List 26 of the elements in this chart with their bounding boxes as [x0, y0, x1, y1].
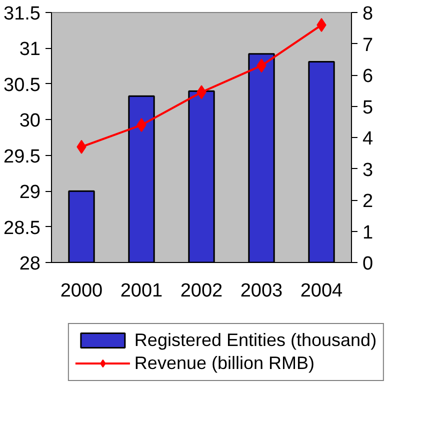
y-tick-label: 31.5 — [4, 4, 41, 24]
legend-label: Revenue (billion RMB) — [134, 352, 315, 374]
x-tick-label: 2000 — [60, 280, 103, 302]
y-tick-label: 31 — [19, 39, 41, 60]
y2-tick-label: 8 — [362, 4, 374, 24]
y-tick-label: 29.5 — [4, 146, 41, 168]
point — [136, 118, 146, 132]
y2-tick-label: 6 — [362, 66, 374, 87]
legend-label: Registered Entities (thousand) — [134, 330, 377, 350]
y2-tick-label: 2 — [362, 191, 374, 212]
y-tick-label: 28.5 — [4, 218, 41, 239]
y2-tick-label: 3 — [362, 160, 374, 181]
x-tick-label: 2002 — [180, 280, 223, 302]
y2-tick-label: 5 — [362, 97, 374, 118]
y2-tick-label: 0 — [362, 254, 374, 274]
y-tick-label: 29 — [19, 182, 41, 204]
y2-tick-label: 4 — [362, 128, 374, 150]
x-tick-label: 2004 — [300, 280, 344, 302]
y2-tick-label: 1 — [362, 222, 374, 244]
y-tick-label: 30.5 — [4, 74, 41, 96]
y2-tick-label: 7 — [362, 34, 374, 56]
point — [316, 18, 326, 32]
x-tick-label: 2001 — [120, 280, 163, 302]
y-tick-label: 30 — [19, 110, 41, 132]
y-tick-label: 28 — [19, 254, 41, 274]
x-tick-label: 2003 — [240, 280, 283, 302]
